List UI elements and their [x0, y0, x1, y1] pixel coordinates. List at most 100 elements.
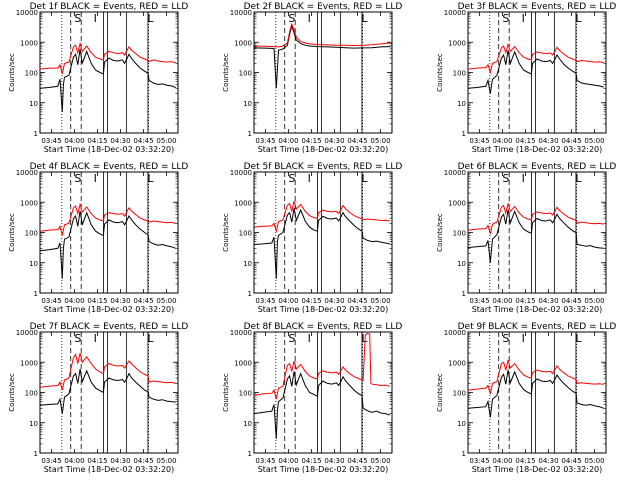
interval-marker-label: L [147, 12, 154, 25]
series-line-events [467, 50, 604, 94]
series-line-lld [39, 202, 176, 236]
x-tick-label: 04:00 [64, 137, 84, 145]
x-tick-label: 04:45 [561, 457, 581, 465]
x-axis-label: Start Time (18-Dec-02 03:32:20) [472, 465, 603, 474]
series-line-lld [39, 352, 176, 391]
interval-marker-label: I [522, 12, 525, 25]
x-tick-label: 04:15 [87, 457, 107, 465]
y-tick-label: 100 [239, 230, 252, 238]
chart-panel-5: Det 5f BLACK = Events, RED = LLD Counts/s… [222, 162, 402, 314]
y-tick-label: 1000 [448, 39, 466, 47]
y-tick-label: 1 [34, 290, 38, 298]
y-axis-label: Counts/sec [222, 373, 230, 412]
y-tick-label: 10000 [16, 329, 38, 337]
x-tick-label: 04:15 [87, 297, 107, 305]
interval-marker-label: S [288, 172, 295, 185]
chart-panel-9: Det 9f BLACK = Events, RED = LLD Counts/s… [436, 322, 616, 474]
x-tick-label: 03:45 [41, 297, 61, 305]
x-tick-label: 04:30 [538, 137, 558, 145]
y-tick-label: 100 [239, 70, 252, 78]
x-tick-label: 04:00 [278, 137, 298, 145]
x-tick-label: 03:45 [255, 297, 275, 305]
interval-marker-label: L [147, 172, 154, 185]
chart-title: Det 5f BLACK = Events, RED = LLD [244, 162, 403, 172]
y-tick-label: 10 [29, 100, 38, 108]
chart-title: Det 1f BLACK = Events, RED = LLD [30, 2, 189, 12]
interval-marker-label: L [575, 172, 582, 185]
y-tick-label: 10000 [230, 9, 252, 17]
series-line-events [39, 368, 176, 414]
y-tick-label: 1 [34, 130, 38, 138]
series-line-lld [253, 200, 390, 234]
y-tick-label: 1000 [20, 199, 38, 207]
y-tick-label: 10000 [230, 329, 252, 337]
series-line-events [467, 209, 604, 263]
chart-panel-1: Det 1f BLACK = Events, RED = LLD Counts/s… [8, 2, 188, 154]
x-tick-label: 04:45 [561, 297, 581, 305]
interval-marker-label: L [575, 332, 582, 345]
chart-title: Det 3f BLACK = Events, RED = LLD [458, 2, 617, 12]
x-tick-label: 03:45 [41, 137, 61, 145]
x-tick-label: 04:45 [133, 137, 153, 145]
interval-marker-label: L [147, 332, 154, 345]
interval-marker-label: I [308, 172, 311, 185]
x-axis-label: Start Time (18-Dec-02 03:32:20) [258, 465, 389, 474]
series-line-events [253, 371, 390, 439]
y-tick-label: 10 [457, 260, 466, 268]
interval-marker-label: I [522, 172, 525, 185]
x-tick-label: 04:15 [301, 297, 321, 305]
interval-marker-label: S [74, 332, 81, 345]
series-line-lld [467, 202, 604, 235]
series-line-events [39, 210, 176, 279]
interval-marker-label: L [575, 12, 582, 25]
x-tick-label: 03:45 [469, 297, 489, 305]
y-tick-label: 10000 [444, 329, 466, 337]
x-tick-label: 03:45 [255, 457, 275, 465]
interval-marker-label: I [94, 12, 97, 25]
x-tick-label: 03:45 [469, 137, 489, 145]
x-tick-label: 04:45 [347, 457, 367, 465]
x-tick-label: 04:15 [515, 137, 535, 145]
y-tick-label: 10000 [444, 169, 466, 177]
x-tick-label: 04:30 [538, 297, 558, 305]
x-tick-label: 03:45 [41, 457, 61, 465]
x-tick-label: 04:00 [492, 137, 512, 145]
series-line-events [253, 207, 390, 279]
x-tick-label: 04:45 [561, 137, 581, 145]
y-axis-label: Counts/sec [222, 213, 230, 252]
x-tick-label: 04:00 [278, 457, 298, 465]
series-line-events [39, 48, 176, 112]
y-tick-label: 10 [457, 420, 466, 428]
x-tick-label: 04:30 [324, 297, 344, 305]
x-tick-label: 04:00 [64, 457, 84, 465]
y-axis-label: Counts/sec [8, 53, 16, 92]
x-tick-label: 04:00 [492, 297, 512, 305]
interval-marker-label: I [94, 172, 97, 185]
chart-panel-4: Det 4f BLACK = Events, RED = LLD Counts/s… [8, 162, 188, 314]
series-line-events [253, 23, 390, 89]
chart-title: Det 4f BLACK = Events, RED = LLD [30, 162, 189, 172]
interval-marker-label: S [288, 12, 295, 25]
interval-marker-label: I [308, 12, 311, 25]
series-line-lld [39, 41, 176, 75]
series-line-lld [253, 332, 390, 400]
interval-marker-label: S [502, 332, 509, 345]
interval-marker-label: S [74, 12, 81, 25]
y-tick-label: 100 [25, 70, 38, 78]
y-tick-label: 10 [243, 260, 252, 268]
plot-frame [39, 11, 179, 134]
y-axis-label: Counts/sec [436, 373, 444, 412]
y-tick-label: 1000 [234, 39, 252, 47]
plot-frame [39, 171, 179, 294]
x-tick-label: 04:30 [538, 457, 558, 465]
y-tick-label: 100 [453, 230, 466, 238]
x-tick-label: 05:00 [370, 297, 390, 305]
x-tick-label: 04:00 [64, 297, 84, 305]
x-tick-label: 04:30 [110, 457, 130, 465]
plot-frame [253, 11, 393, 134]
y-tick-label: 1000 [448, 199, 466, 207]
x-tick-label: 04:30 [110, 297, 130, 305]
interval-marker-label: I [522, 332, 525, 345]
x-axis-label: Start Time (18-Dec-02 03:32:20) [258, 145, 389, 154]
